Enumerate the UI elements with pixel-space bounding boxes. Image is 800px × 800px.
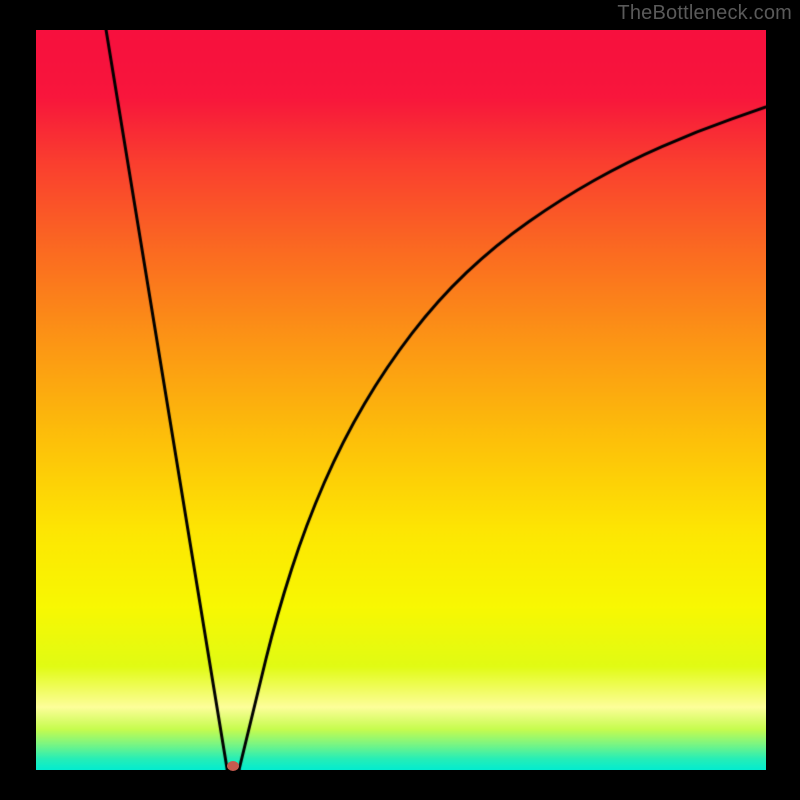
bottleneck-curve: [36, 30, 766, 770]
plot-area: [36, 30, 766, 770]
watermark-text: TheBottleneck.com: [617, 2, 792, 25]
optimum-marker: [227, 761, 239, 771]
chart-root: TheBottleneck.com: [0, 0, 800, 800]
